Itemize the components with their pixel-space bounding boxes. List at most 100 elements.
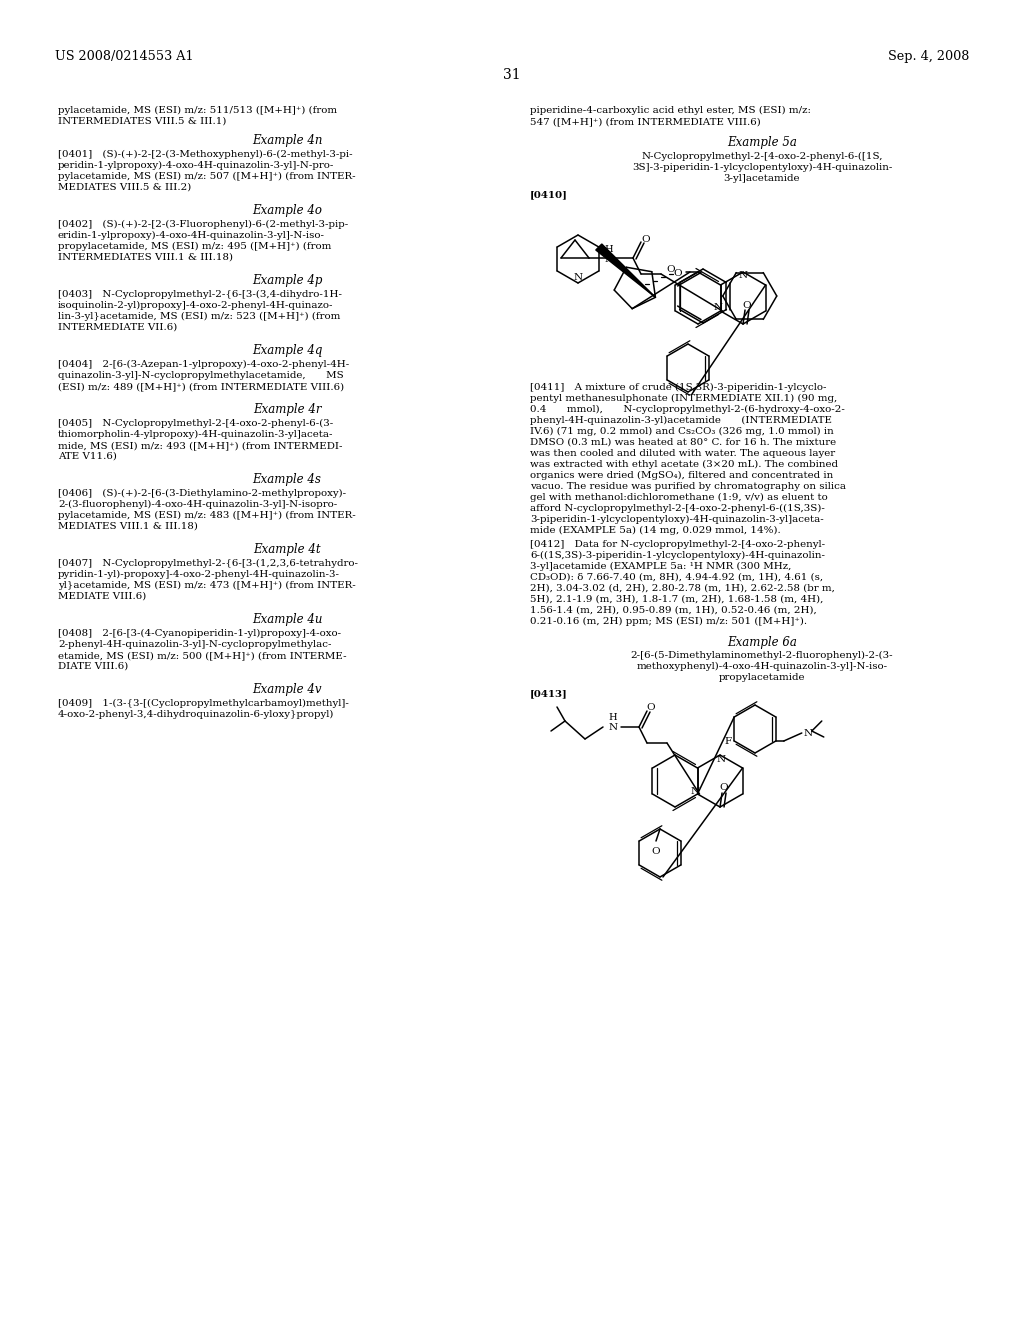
Text: quinazolin-3-yl]-N-cyclopropylmethylacetamide,  MS: quinazolin-3-yl]-N-cyclopropylmethylacet… bbox=[58, 371, 344, 380]
Text: Example 4t: Example 4t bbox=[253, 543, 321, 556]
Text: [0406] (S)-(+)-2-[6-(3-Diethylamino-2-methylpropoxy)-: [0406] (S)-(+)-2-[6-(3-Diethylamino-2-me… bbox=[58, 488, 346, 498]
Text: Example 4o: Example 4o bbox=[252, 205, 322, 216]
Text: US 2008/0214553 A1: US 2008/0214553 A1 bbox=[55, 50, 194, 63]
Text: peridin-1-ylpropoxy)-4-oxo-4H-quinazolin-3-yl]-N-pro-: peridin-1-ylpropoxy)-4-oxo-4H-quinazolin… bbox=[58, 161, 335, 170]
Text: N: N bbox=[608, 723, 617, 733]
Text: 547 ([M+H]⁺) (from INTERMEDIATE VIII.6): 547 ([M+H]⁺) (from INTERMEDIATE VIII.6) bbox=[530, 117, 761, 125]
Text: 2-(3-fluorophenyl)-4-oxo-4H-quinazolin-3-yl]-N-isopro-: 2-(3-fluorophenyl)-4-oxo-4H-quinazolin-3… bbox=[58, 500, 337, 510]
Text: afford N-cyclopropylmethyl-2-[4-oxo-2-phenyl-6-((1S,3S)-: afford N-cyclopropylmethyl-2-[4-oxo-2-ph… bbox=[530, 504, 825, 513]
Text: Example 4u: Example 4u bbox=[252, 612, 323, 626]
Text: MEDIATES VIII.1 & III.18): MEDIATES VIII.1 & III.18) bbox=[58, 521, 198, 531]
Text: 2H), 3.04-3.02 (d, 2H), 2.80-2.78 (m, 1H), 2.62-2.58 (br m,: 2H), 3.04-3.02 (d, 2H), 2.80-2.78 (m, 1H… bbox=[530, 583, 835, 593]
Text: pylacetamide, MS (ESI) m/z: 507 ([M+H]⁺) (from INTER-: pylacetamide, MS (ESI) m/z: 507 ([M+H]⁺)… bbox=[58, 172, 355, 181]
Text: 2-[6-(5-Dimethylaminomethyl-2-fluorophenyl)-2-(3-: 2-[6-(5-Dimethylaminomethyl-2-fluorophen… bbox=[631, 651, 893, 660]
Text: [0407] N-Cyclopropylmethyl-2-{6-[3-(1,2,3,6-tetrahydro-: [0407] N-Cyclopropylmethyl-2-{6-[3-(1,2,… bbox=[58, 558, 358, 568]
Text: N: N bbox=[803, 729, 812, 738]
Text: N-Cyclopropylmethyl-2-[4-oxo-2-phenyl-6-([1S,: N-Cyclopropylmethyl-2-[4-oxo-2-phenyl-6-… bbox=[641, 152, 883, 161]
Text: was then cooled and diluted with water. The aqueous layer: was then cooled and diluted with water. … bbox=[530, 449, 836, 458]
Text: [0408] 2-[6-[3-(4-Cyanopiperidin-1-yl)propoxy]-4-oxo-: [0408] 2-[6-[3-(4-Cyanopiperidin-1-yl)pr… bbox=[58, 630, 341, 638]
Text: O: O bbox=[651, 846, 660, 855]
Text: DMSO (0.3 mL) was heated at 80° C. for 16 h. The mixture: DMSO (0.3 mL) was heated at 80° C. for 1… bbox=[530, 438, 837, 447]
Text: MEDIATE VIII.6): MEDIATE VIII.6) bbox=[58, 591, 146, 601]
Text: isoquinolin-2-yl)propoxy]-4-oxo-2-phenyl-4H-quinazo-: isoquinolin-2-yl)propoxy]-4-oxo-2-phenyl… bbox=[58, 301, 334, 310]
Text: O: O bbox=[647, 702, 655, 711]
Text: MEDIATES VIII.5 & III.2): MEDIATES VIII.5 & III.2) bbox=[58, 183, 191, 191]
Text: 3-yl]acetamide (EXAMPLE 5a: ¹H NMR (300 MHz,: 3-yl]acetamide (EXAMPLE 5a: ¹H NMR (300 … bbox=[530, 562, 792, 572]
Text: propylacetamide: propylacetamide bbox=[719, 673, 805, 682]
Text: [0412] Data for N-cyclopropylmethyl-2-[4-oxo-2-phenyl-: [0412] Data for N-cyclopropylmethyl-2-[4… bbox=[530, 540, 825, 549]
Text: 31: 31 bbox=[503, 69, 521, 82]
Text: [0402] (S)-(+)-2-[2-(3-Fluorophenyl)-6-(2-methyl-3-pip-: [0402] (S)-(+)-2-[2-(3-Fluorophenyl)-6-(… bbox=[58, 220, 348, 230]
Text: [0401] (S)-(+)-2-[2-(3-Methoxyphenyl)-6-(2-methyl-3-pi-: [0401] (S)-(+)-2-[2-(3-Methoxyphenyl)-6-… bbox=[58, 150, 352, 160]
Text: lin-3-yl}acetamide, MS (ESI) m/z: 523 ([M+H]⁺) (from: lin-3-yl}acetamide, MS (ESI) m/z: 523 ([… bbox=[58, 312, 340, 321]
Text: N: N bbox=[691, 787, 700, 796]
Text: ATE V11.6): ATE V11.6) bbox=[58, 451, 117, 461]
Text: N: N bbox=[714, 304, 723, 313]
Text: pylacetamide, MS (ESI) m/z: 511/513 ([M+H]⁺) (from: pylacetamide, MS (ESI) m/z: 511/513 ([M+… bbox=[58, 106, 337, 115]
Text: pylacetamide, MS (ESI) m/z: 483 ([M+H]⁺) (from INTER-: pylacetamide, MS (ESI) m/z: 483 ([M+H]⁺)… bbox=[58, 511, 355, 520]
Text: [0403] N-Cyclopropylmethyl-2-{6-[3-(3,4-dihydro-1H-: [0403] N-Cyclopropylmethyl-2-{6-[3-(3,4-… bbox=[58, 290, 342, 300]
Text: Example 5a: Example 5a bbox=[727, 136, 797, 149]
Text: N: N bbox=[604, 255, 613, 264]
Text: O: O bbox=[742, 301, 752, 309]
Text: H: H bbox=[605, 244, 613, 253]
Text: [0405] N-Cyclopropylmethyl-2-[4-oxo-2-phenyl-6-(3-: [0405] N-Cyclopropylmethyl-2-[4-oxo-2-ph… bbox=[58, 418, 333, 428]
Text: INTERMEDIATES VIII.1 & III.18): INTERMEDIATES VIII.1 & III.18) bbox=[58, 253, 233, 261]
Text: INTERMEDIATES VIII.5 & III.1): INTERMEDIATES VIII.5 & III.1) bbox=[58, 117, 226, 125]
Text: pentyl methanesulphonate (INTERMEDIATE XII.1) (90 mg,: pentyl methanesulphonate (INTERMEDIATE X… bbox=[530, 393, 838, 403]
Text: DIATE VIII.6): DIATE VIII.6) bbox=[58, 663, 128, 671]
Text: O: O bbox=[674, 268, 682, 277]
Text: pyridin-1-yl)-propoxy]-4-oxo-2-phenyl-4H-quinazolin-3-: pyridin-1-yl)-propoxy]-4-oxo-2-phenyl-4H… bbox=[58, 570, 340, 579]
Text: 3-piperidin-1-ylcyclopentyloxy)-4H-quinazolin-3-yl]aceta-: 3-piperidin-1-ylcyclopentyloxy)-4H-quina… bbox=[530, 515, 823, 524]
Text: mide, MS (ESI) m/z: 493 ([M+H]⁺) (from INTERMEDI-: mide, MS (ESI) m/z: 493 ([M+H]⁺) (from I… bbox=[58, 441, 342, 450]
Text: N: N bbox=[717, 755, 726, 763]
Text: methoxyphenyl)-4-oxo-4H-quinazolin-3-yl]-N-iso-: methoxyphenyl)-4-oxo-4H-quinazolin-3-yl]… bbox=[637, 663, 888, 671]
Text: Example 6a: Example 6a bbox=[727, 636, 797, 649]
Text: O: O bbox=[642, 235, 650, 243]
Text: 3-yl]acetamide: 3-yl]acetamide bbox=[724, 174, 800, 183]
Text: propylacetamide, MS (ESI) m/z: 495 ([M+H]⁺) (from: propylacetamide, MS (ESI) m/z: 495 ([M+H… bbox=[58, 242, 332, 251]
Text: INTERMEDIATE VII.6): INTERMEDIATE VII.6) bbox=[58, 323, 177, 333]
Polygon shape bbox=[596, 244, 655, 297]
Text: mide (EXAMPLE 5a) (14 mg, 0.029 mmol, 14%).: mide (EXAMPLE 5a) (14 mg, 0.029 mmol, 14… bbox=[530, 525, 780, 535]
Text: IV.6) (71 mg, 0.2 mmol) and Cs₂CO₃ (326 mg, 1.0 mmol) in: IV.6) (71 mg, 0.2 mmol) and Cs₂CO₃ (326 … bbox=[530, 426, 834, 436]
Text: [0411] A mixture of crude (1S,3R)-3-piperidin-1-ylcyclo-: [0411] A mixture of crude (1S,3R)-3-pipe… bbox=[530, 383, 826, 392]
Text: [0404] 2-[6-(3-Azepan-1-ylpropoxy)-4-oxo-2-phenyl-4H-: [0404] 2-[6-(3-Azepan-1-ylpropoxy)-4-oxo… bbox=[58, 360, 349, 370]
Text: eridin-1-ylpropoxy)-4-oxo-4H-quinazolin-3-yl]-N-iso-: eridin-1-ylpropoxy)-4-oxo-4H-quinazolin-… bbox=[58, 231, 325, 240]
Text: was extracted with ethyl acetate (3×20 mL). The combined: was extracted with ethyl acetate (3×20 m… bbox=[530, 459, 838, 469]
Text: CD₃OD): δ 7.66-7.40 (m, 8H), 4.94-4.92 (m, 1H), 4.61 (s,: CD₃OD): δ 7.66-7.40 (m, 8H), 4.94-4.92 (… bbox=[530, 573, 823, 582]
Text: Example 4q: Example 4q bbox=[252, 345, 323, 356]
Text: 6-((1S,3S)-3-piperidin-1-ylcyclopentyloxy)-4H-quinazolin-: 6-((1S,3S)-3-piperidin-1-ylcyclopentylox… bbox=[530, 550, 825, 560]
Text: 4-oxo-2-phenyl-3,4-dihydroquinazolin-6-yloxy}propyl): 4-oxo-2-phenyl-3,4-dihydroquinazolin-6-y… bbox=[58, 710, 335, 719]
Text: Example 4p: Example 4p bbox=[252, 275, 323, 286]
Text: 1.56-1.4 (m, 2H), 0.95-0.89 (m, 1H), 0.52-0.46 (m, 2H),: 1.56-1.4 (m, 2H), 0.95-0.89 (m, 1H), 0.5… bbox=[530, 606, 817, 615]
Text: [0410]: [0410] bbox=[530, 190, 568, 199]
Text: 5H), 2.1-1.9 (m, 3H), 1.8-1.7 (m, 2H), 1.68-1.58 (m, 4H),: 5H), 2.1-1.9 (m, 3H), 1.8-1.7 (m, 2H), 1… bbox=[530, 595, 823, 605]
Text: 3S]-3-piperidin-1-ylcyclopentyloxy)-4H-quinazolin-: 3S]-3-piperidin-1-ylcyclopentyloxy)-4H-q… bbox=[632, 162, 892, 172]
Text: H: H bbox=[608, 714, 617, 722]
Text: (ESI) m/z: 489 ([M+H]⁺) (from INTERMEDIATE VIII.6): (ESI) m/z: 489 ([M+H]⁺) (from INTERMEDIA… bbox=[58, 381, 344, 391]
Text: F: F bbox=[725, 738, 732, 747]
Text: Example 4n: Example 4n bbox=[252, 135, 323, 147]
Text: phenyl-4H-quinazolin-3-yl)acetamide  (INTERMEDIATE: phenyl-4H-quinazolin-3-yl)acetamide (INT… bbox=[530, 416, 831, 425]
Text: Example 4s: Example 4s bbox=[253, 473, 322, 486]
Text: thiomorpholin-4-ylpropoxy)-4H-quinazolin-3-yl]aceta-: thiomorpholin-4-ylpropoxy)-4H-quinazolin… bbox=[58, 430, 334, 440]
Text: N: N bbox=[573, 272, 583, 281]
Text: Sep. 4, 2008: Sep. 4, 2008 bbox=[888, 50, 969, 63]
Text: O: O bbox=[667, 264, 675, 273]
Text: piperidine-4-carboxylic acid ethyl ester, MS (ESI) m/z:: piperidine-4-carboxylic acid ethyl ester… bbox=[530, 106, 811, 115]
Text: vacuo. The residue was purified by chromatography on silica: vacuo. The residue was purified by chrom… bbox=[530, 482, 846, 491]
Text: O: O bbox=[720, 784, 728, 792]
Text: etamide, MS (ESI) m/z: 500 ([M+H]⁺) (from INTERME-: etamide, MS (ESI) m/z: 500 ([M+H]⁺) (fro… bbox=[58, 651, 347, 660]
Text: yl}acetamide, MS (ESI) m/z: 473 ([M+H]⁺) (from INTER-: yl}acetamide, MS (ESI) m/z: 473 ([M+H]⁺)… bbox=[58, 581, 355, 590]
Text: Example 4v: Example 4v bbox=[252, 682, 322, 696]
Text: [0413]: [0413] bbox=[530, 689, 567, 698]
Text: 0.21-0.16 (m, 2H) ppm; MS (ESI) m/z: 501 ([M+H]⁺).: 0.21-0.16 (m, 2H) ppm; MS (ESI) m/z: 501… bbox=[530, 616, 807, 626]
Text: Example 4r: Example 4r bbox=[253, 403, 322, 416]
Text: gel with methanol:dichloromethane (1:9, v/v) as eluent to: gel with methanol:dichloromethane (1:9, … bbox=[530, 492, 827, 502]
Text: organics were dried (MgSO₄), filtered and concentrated in: organics were dried (MgSO₄), filtered an… bbox=[530, 471, 834, 480]
Text: [0409] 1-(3-{3-[(Cyclopropylmethylcarbamoyl)methyl]-: [0409] 1-(3-{3-[(Cyclopropylmethylcarbam… bbox=[58, 700, 349, 708]
Text: N: N bbox=[738, 272, 748, 281]
Text: 2-phenyl-4H-quinazolin-3-yl]-N-cyclopropylmethylac-: 2-phenyl-4H-quinazolin-3-yl]-N-cycloprop… bbox=[58, 640, 332, 649]
Text: 0.4  mmol),  N-cyclopropylmethyl-2-(6-hydroxy-4-oxo-2-: 0.4 mmol), N-cyclopropylmethyl-2-(6-hydr… bbox=[530, 405, 845, 414]
